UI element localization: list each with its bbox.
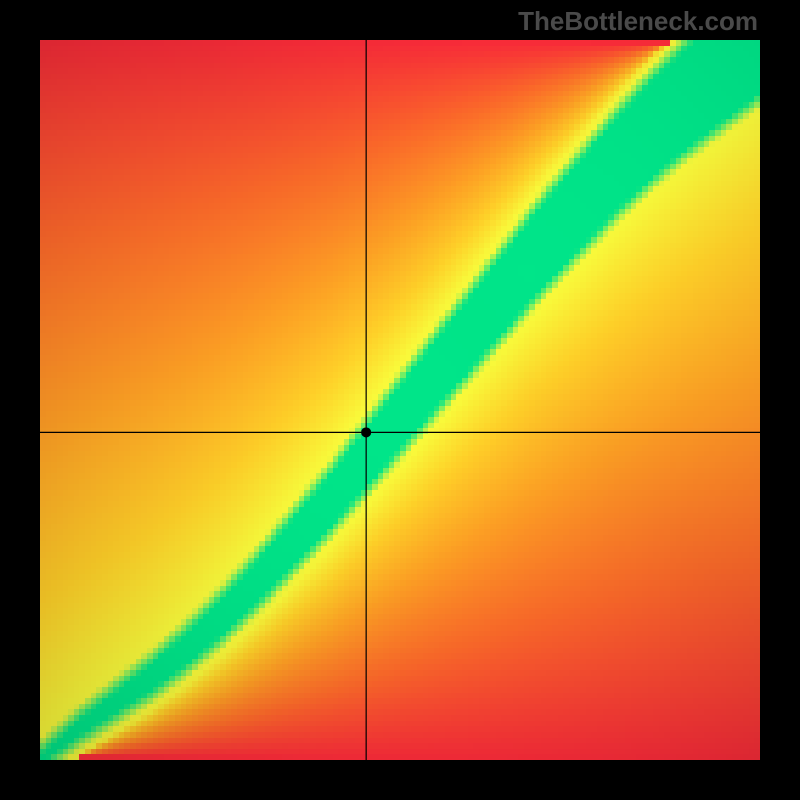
- bottleneck-heatmap: [0, 0, 800, 800]
- watermark-text: TheBottleneck.com: [518, 6, 758, 37]
